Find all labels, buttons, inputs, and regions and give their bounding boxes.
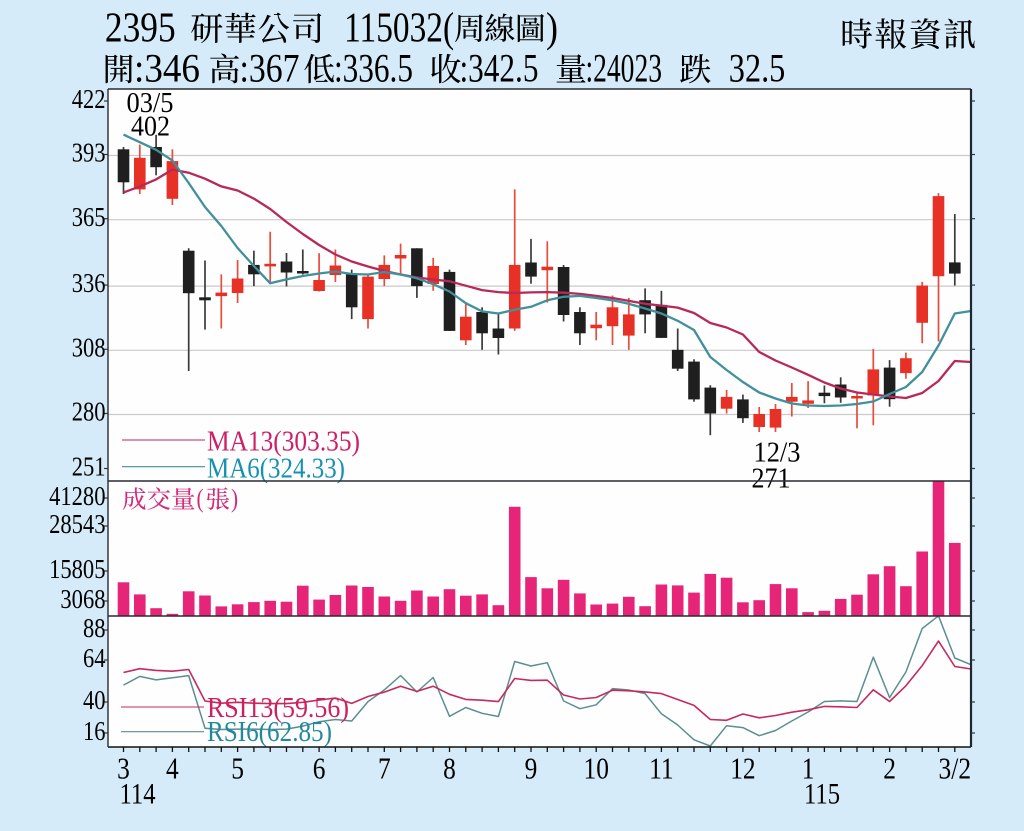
svg-text:10: 10: [584, 750, 609, 785]
svg-text::342.5: :342.5: [460, 46, 539, 91]
svg-text::367: :367: [240, 46, 300, 91]
svg-text:1: 1: [802, 750, 815, 785]
svg-text:41280: 41280: [49, 480, 105, 511]
svg-text:88: 88: [83, 612, 106, 643]
svg-text:12: 12: [730, 750, 755, 785]
svg-text:MA6(324.33): MA6(324.33): [207, 453, 345, 485]
svg-text::346: :346: [134, 46, 200, 91]
svg-text:280: 280: [72, 396, 106, 427]
svg-text:3: 3: [117, 750, 130, 785]
svg-text:RSI6(62.85): RSI6(62.85): [207, 717, 332, 748]
svg-text:4: 4: [166, 750, 179, 785]
svg-text:15805: 15805: [49, 553, 105, 584]
svg-text:6: 6: [313, 750, 326, 785]
svg-text:115: 115: [804, 777, 840, 810]
svg-text:271: 271: [752, 463, 791, 494]
svg-text:336: 336: [72, 267, 106, 298]
svg-text:393: 393: [72, 137, 106, 168]
svg-text:365: 365: [72, 201, 106, 232]
svg-text:40: 40: [83, 684, 106, 715]
svg-text:402: 402: [131, 111, 170, 142]
svg-text:RSI13(59.56): RSI13(59.56): [207, 693, 349, 724]
svg-text:MA13(303.35): MA13(303.35): [207, 426, 360, 458]
svg-text:3/2: 3/2: [939, 750, 972, 785]
svg-text:28543: 28543: [49, 508, 105, 539]
svg-text:7: 7: [378, 750, 391, 785]
svg-text:(: (: [197, 484, 204, 513]
svg-text:12/3: 12/3: [754, 437, 801, 468]
svg-text:11: 11: [649, 750, 674, 785]
svg-text:03/5: 03/5: [127, 88, 174, 119]
svg-text:115032(: 115032(: [344, 6, 454, 52]
svg-text:308: 308: [72, 331, 106, 362]
svg-text::336.5: :336.5: [334, 46, 413, 91]
svg-text:5: 5: [231, 750, 244, 785]
svg-text:32.5: 32.5: [729, 46, 786, 91]
svg-text::24023: :24023: [586, 46, 663, 91]
svg-text:251: 251: [72, 451, 106, 482]
svg-text:2: 2: [883, 750, 896, 785]
svg-text:): ): [231, 484, 238, 513]
svg-text:2395: 2395: [105, 6, 176, 52]
svg-text:3068: 3068: [60, 583, 105, 614]
svg-text:): ): [546, 6, 558, 52]
svg-text:9: 9: [525, 750, 538, 785]
svg-text:64: 64: [83, 642, 106, 673]
svg-text:16: 16: [83, 715, 106, 746]
svg-text:114: 114: [120, 777, 156, 810]
svg-text:8: 8: [443, 750, 456, 785]
svg-text:422: 422: [72, 83, 106, 114]
